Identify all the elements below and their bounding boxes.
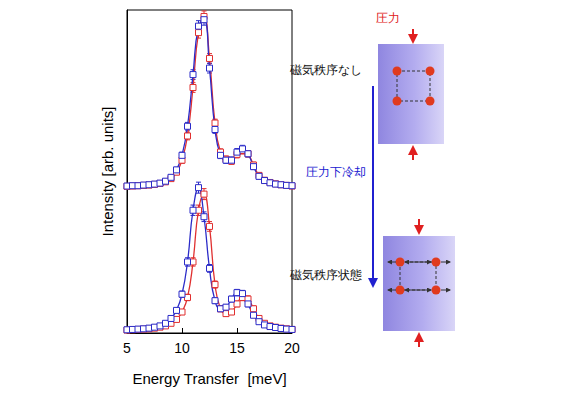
svg-text:Intensity [arb. units]: Intensity [arb. units] (99, 106, 116, 236)
svg-text:10: 10 (174, 340, 190, 356)
svg-text:磁気秩序なし: 磁気秩序なし (289, 63, 362, 77)
svg-text:圧力下冷却: 圧力下冷却 (306, 165, 366, 179)
svg-text:15: 15 (229, 340, 245, 356)
svg-text:5: 5 (123, 340, 131, 356)
svg-text:20: 20 (284, 340, 300, 356)
svg-text:圧力: 圧力 (376, 11, 400, 25)
svg-text:Energy Transfer [meV]: Energy Transfer [meV] (132, 370, 286, 387)
svg-text:磁気秩序状態: 磁気秩序状態 (289, 268, 362, 282)
